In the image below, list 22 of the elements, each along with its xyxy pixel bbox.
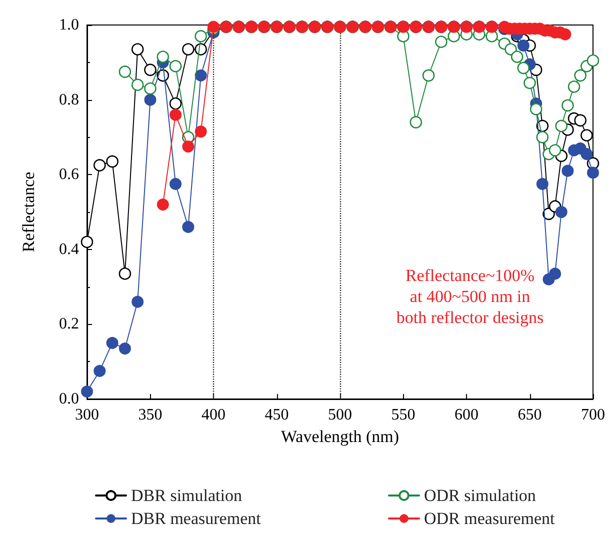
x-tick-label: 600 xyxy=(454,406,478,424)
y-tick-label: 0.2 xyxy=(59,316,79,333)
y-tick-label: 0.8 xyxy=(59,91,79,108)
y-tick-label: 1.0 xyxy=(59,16,79,34)
x-tick-label: 700 xyxy=(581,406,605,424)
x-tick-label: 500 xyxy=(328,406,352,424)
annotation: Reflectance~100% at 400~500 nm in both reflector designs xyxy=(396,266,544,327)
y-tick-label: 0.0 xyxy=(59,390,79,408)
x-tick-label: 650 xyxy=(518,406,542,424)
legend-label: ODR simulation xyxy=(424,486,536,505)
x-axis-title: Wavelength (nm) xyxy=(280,426,400,446)
y-tick-label: 0.4 xyxy=(59,240,79,258)
y-tick-label: 0.6 xyxy=(59,166,79,184)
x-tick-label: 450 xyxy=(264,406,289,424)
x-tick-label: 350 xyxy=(138,406,162,424)
x-tick-label: 300 xyxy=(75,406,99,424)
x-tick-label: 550 xyxy=(391,406,416,424)
legend-label: DBR measurement xyxy=(131,509,262,528)
y-axis-title: Reflectance xyxy=(19,172,38,252)
x-tick-label: 400 xyxy=(202,406,226,424)
legend-label: DBR simulation xyxy=(131,486,242,505)
legend-label: ODR measurement xyxy=(424,509,556,528)
